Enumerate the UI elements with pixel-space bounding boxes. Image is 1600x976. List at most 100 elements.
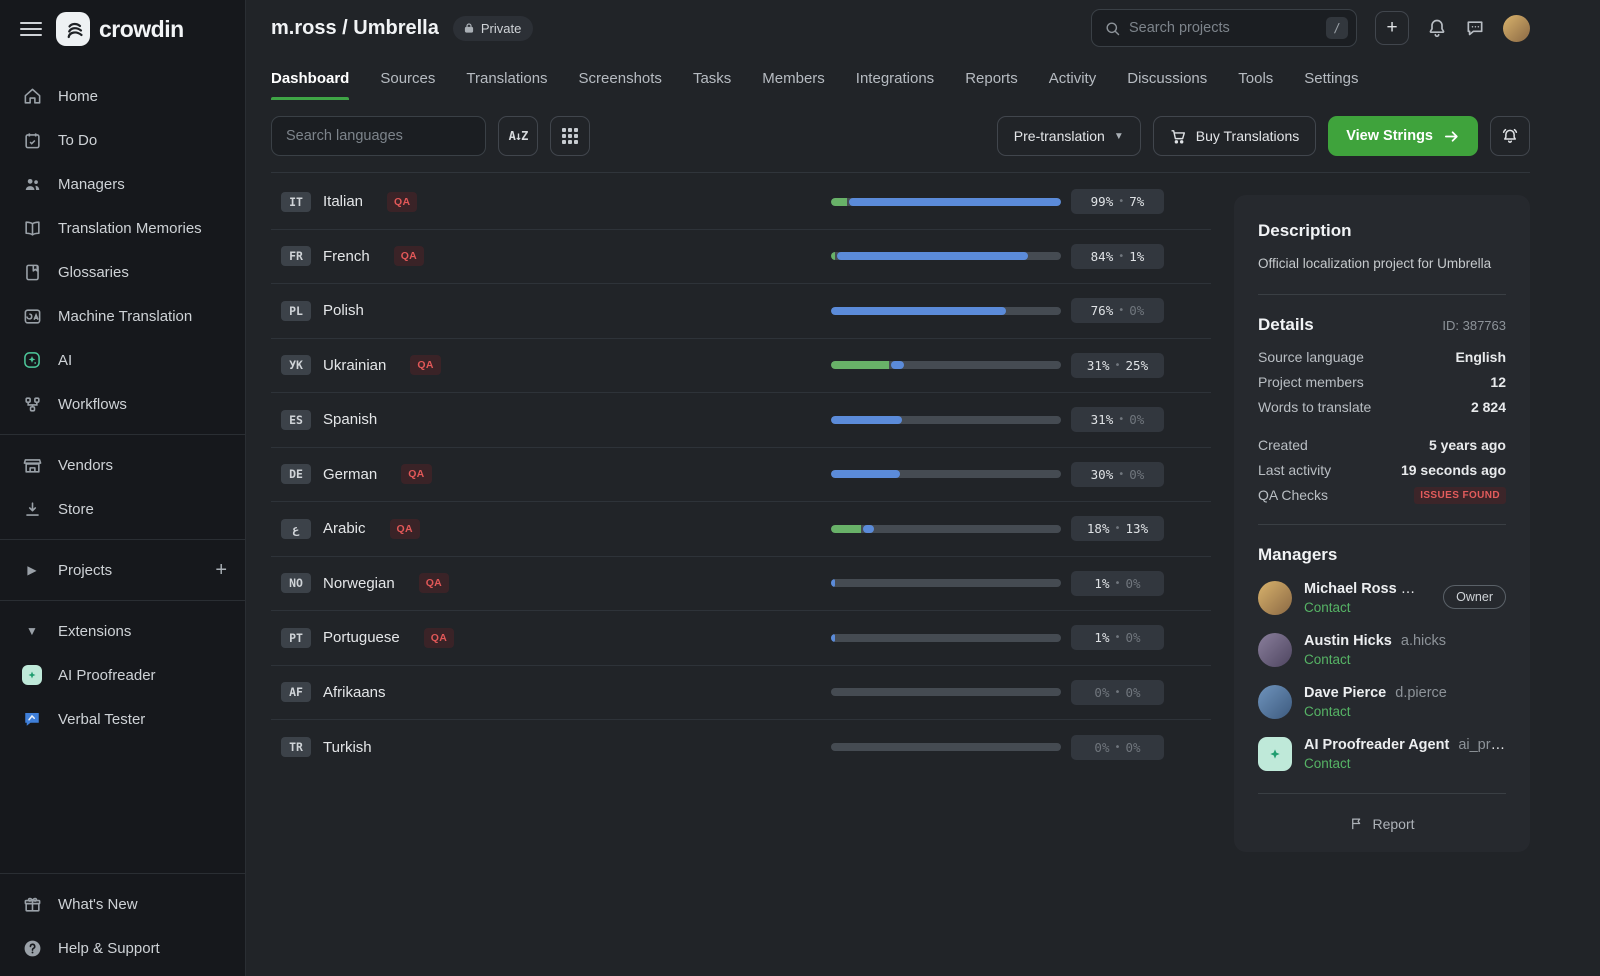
crowdin-logo[interactable]: crowdin bbox=[56, 12, 184, 46]
sidebar-item-whats-new[interactable]: What's New bbox=[0, 882, 245, 926]
sidebar-item-extensions[interactable]: ▼ Extensions bbox=[0, 609, 245, 653]
manager-avatar[interactable] bbox=[1258, 580, 1292, 615]
language-name-link[interactable]: Italian bbox=[323, 193, 364, 211]
sidebar-item-store[interactable]: Store bbox=[0, 487, 245, 531]
language-name-link[interactable]: Ukrainian bbox=[323, 356, 387, 374]
tab-tasks[interactable]: Tasks bbox=[692, 69, 732, 87]
qa-badge[interactable]: QA bbox=[387, 191, 418, 212]
tab-integrations[interactable]: Integrations bbox=[855, 69, 935, 87]
sidebar-item-verbal-tester[interactable]: Verbal Tester bbox=[0, 697, 245, 741]
dashboard-content: ★ IT Italian QA 99%•7% ★ FR French QA 84… bbox=[271, 173, 1530, 976]
main-area: m.ross / Umbrella Private / + Dashboard … bbox=[246, 0, 1600, 976]
language-row-afrikaans[interactable]: ★ AF Afrikaans QA 0%•0% bbox=[271, 666, 1211, 720]
language-name-link[interactable]: Arabic bbox=[323, 520, 366, 538]
detail-words-to-translate: Words to translate 2 824 bbox=[1258, 398, 1506, 415]
contact-link[interactable]: Contact bbox=[1304, 599, 1351, 615]
language-row-polish[interactable]: ★ PL Polish QA 76%•0% bbox=[271, 284, 1211, 339]
tab-screenshots[interactable]: Screenshots bbox=[578, 69, 662, 87]
manager-name-link[interactable]: Austin Hicks bbox=[1304, 632, 1392, 649]
qa-badge[interactable]: QA bbox=[389, 518, 420, 539]
language-name-link[interactable]: Spanish bbox=[323, 411, 378, 429]
cart-icon bbox=[1170, 128, 1187, 145]
grid-view-button[interactable] bbox=[550, 116, 590, 156]
language-row-german[interactable]: ★ DE German QA 30%•0% bbox=[271, 448, 1211, 502]
language-row-arabic[interactable]: ★ ع Arabic QA 18%•13% bbox=[271, 502, 1211, 557]
language-name-link[interactable]: Polish bbox=[323, 302, 364, 320]
language-name-link[interactable]: German bbox=[323, 465, 378, 483]
keyboard-shortcut-badge: / bbox=[1326, 17, 1348, 39]
sidebar-item-translation-memories[interactable]: Translation Memories bbox=[0, 206, 245, 250]
hamburger-menu-icon[interactable] bbox=[20, 18, 42, 40]
language-name-link[interactable]: Afrikaans bbox=[323, 683, 386, 701]
tab-tools[interactable]: Tools bbox=[1238, 69, 1274, 87]
add-project-button[interactable]: + bbox=[215, 559, 227, 581]
sidebar-item-home[interactable]: Home bbox=[0, 74, 245, 118]
manager-name-link[interactable]: Michael Ross bbox=[1304, 580, 1397, 597]
notifications-bell-icon[interactable] bbox=[1427, 18, 1447, 38]
language-name-link[interactable]: French bbox=[323, 247, 370, 265]
notifications-settings-button[interactable] bbox=[1490, 116, 1530, 156]
verbal-tester-icon bbox=[22, 709, 42, 729]
language-row-spanish[interactable]: ★ ES Spanish QA 31%•0% bbox=[271, 393, 1211, 448]
sort-alphabetical-button[interactable]: A↓Z bbox=[498, 116, 538, 156]
tab-settings[interactable]: Settings bbox=[1304, 69, 1359, 87]
user-avatar[interactable] bbox=[1503, 14, 1530, 42]
contact-link[interactable]: Contact bbox=[1304, 755, 1351, 771]
progress-percent-badge: 0% • 0% bbox=[1071, 734, 1164, 760]
tab-activity[interactable]: Activity bbox=[1048, 69, 1097, 87]
language-row-norwegian[interactable]: ★ NO Norwegian QA 1%•0% bbox=[271, 557, 1211, 611]
tab-discussions[interactable]: Discussions bbox=[1127, 69, 1208, 87]
language-row-italian[interactable]: ★ IT Italian QA 99%•7% bbox=[271, 175, 1211, 230]
qa-badge[interactable]: QA bbox=[418, 573, 450, 594]
sidebar-item-workflows[interactable]: Workflows bbox=[0, 382, 245, 426]
sidebar-item-machine-translation[interactable]: Machine Translation bbox=[0, 294, 245, 338]
manager-avatar[interactable] bbox=[1258, 632, 1292, 667]
tab-sources[interactable]: Sources bbox=[380, 69, 436, 87]
sidebar-item-vendors[interactable]: Vendors bbox=[0, 443, 245, 487]
sidebar-item-todo[interactable]: To Do bbox=[0, 118, 245, 162]
sidebar-item-glossaries[interactable]: Glossaries bbox=[0, 250, 245, 294]
language-row-turkish[interactable]: ★ TR Turkish QA 0%•0% bbox=[271, 720, 1211, 775]
report-link[interactable]: Report bbox=[1258, 814, 1506, 832]
chevron-right-icon[interactable]: ▶ bbox=[27, 563, 37, 577]
language-row-ukrainian[interactable]: ★ УК Ukrainian QA 31%•25% bbox=[271, 339, 1211, 393]
caret-down-icon: ▼ bbox=[1113, 130, 1124, 142]
sidebar-item-ai-proofreader[interactable]: AI Proofreader bbox=[0, 653, 245, 697]
manager-name-link[interactable]: AI Proofreader Agent bbox=[1304, 736, 1450, 753]
translation-progress-bar bbox=[831, 361, 1061, 370]
contact-link[interactable]: Contact bbox=[1304, 703, 1351, 719]
search-languages-input[interactable] bbox=[271, 116, 486, 156]
sidebar-item-ai[interactable]: AI bbox=[0, 338, 245, 382]
language-name-link[interactable]: Norwegian bbox=[323, 574, 395, 592]
tab-translations[interactable]: Translations bbox=[466, 69, 548, 87]
manager-name-link[interactable]: Dave Pierce bbox=[1304, 684, 1387, 701]
ai-agent-avatar[interactable] bbox=[1258, 736, 1292, 771]
qa-badge[interactable]: QA bbox=[401, 464, 432, 485]
language-name-link[interactable]: Turkish bbox=[323, 738, 372, 756]
tab-members[interactable]: Members bbox=[762, 69, 825, 87]
tab-dashboard[interactable]: Dashboard bbox=[271, 56, 350, 100]
contact-link[interactable]: Contact bbox=[1304, 651, 1351, 667]
pretranslation-dropdown[interactable]: Pre-translation ▼ bbox=[996, 116, 1141, 156]
translation-progress-bar bbox=[831, 470, 1061, 479]
qa-badge[interactable]: QA bbox=[410, 355, 441, 376]
search-projects-input[interactable] bbox=[1129, 20, 1318, 36]
manager-avatar[interactable] bbox=[1258, 684, 1292, 719]
issues-found-badge[interactable]: ISSUES FOUND bbox=[1414, 486, 1506, 504]
language-row-portuguese[interactable]: ★ PT Portuguese QA 1%•0% bbox=[271, 611, 1211, 666]
qa-badge[interactable]: QA bbox=[393, 246, 425, 267]
project-search[interactable]: / bbox=[1091, 9, 1357, 47]
buy-translations-button[interactable]: Buy Translations bbox=[1152, 116, 1317, 156]
view-strings-button[interactable]: View Strings bbox=[1328, 116, 1478, 156]
qa-badge[interactable]: QA bbox=[423, 627, 455, 648]
panel-divider bbox=[1258, 293, 1506, 295]
sidebar-item-projects[interactable]: ▶ Projects + bbox=[0, 548, 245, 592]
tab-reports[interactable]: Reports bbox=[965, 69, 1018, 87]
language-row-french[interactable]: ★ FR French QA 84%•1% bbox=[271, 230, 1211, 284]
language-name-link[interactable]: Portuguese bbox=[323, 629, 400, 647]
messages-icon[interactable] bbox=[1465, 18, 1485, 38]
chevron-down-icon[interactable]: ▼ bbox=[26, 624, 38, 638]
sidebar-item-managers[interactable]: Managers bbox=[0, 162, 245, 206]
create-new-button[interactable]: + bbox=[1375, 11, 1409, 45]
sidebar-item-help-support[interactable]: Help & Support bbox=[0, 926, 245, 970]
